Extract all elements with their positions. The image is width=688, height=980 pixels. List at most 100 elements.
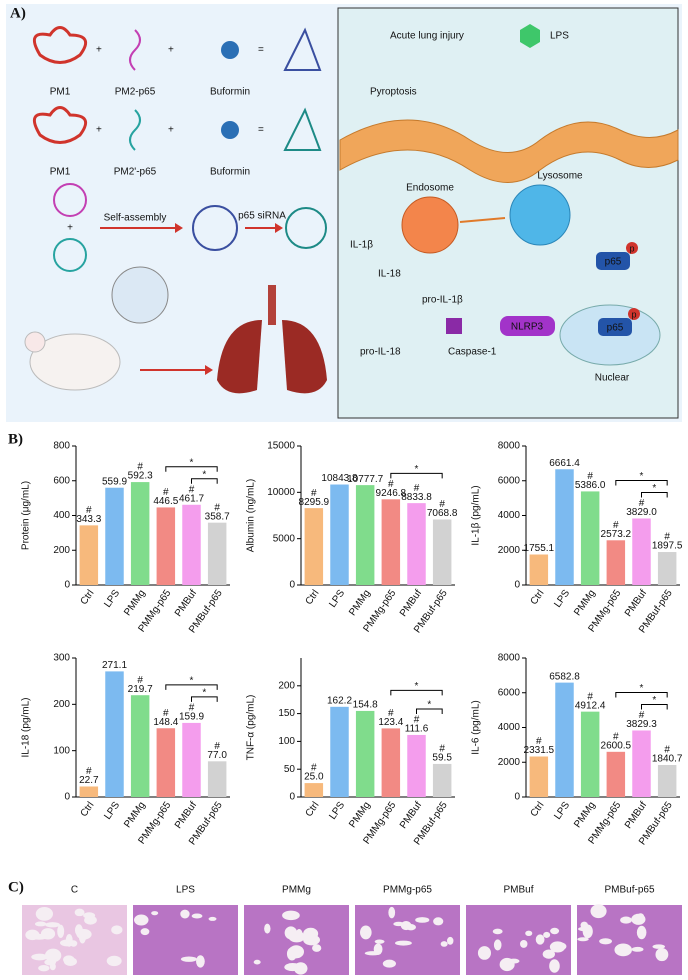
structure	[53, 238, 87, 272]
significance-star: *	[652, 695, 656, 706]
alveolus	[388, 906, 396, 919]
bar	[182, 722, 201, 797]
value-label: 4912.4	[575, 700, 606, 711]
label: p65 siRNA	[238, 211, 286, 222]
plus: +	[96, 45, 102, 56]
x-tick-label: LPS	[102, 588, 122, 610]
p-badge	[628, 308, 640, 320]
bar	[304, 508, 324, 585]
label: IL-1β	[350, 240, 373, 251]
significance-star: *	[427, 700, 431, 711]
alveolus	[433, 917, 444, 926]
alveolus	[180, 956, 198, 962]
significance-bracket	[165, 684, 218, 690]
alveolus	[405, 924, 416, 931]
bar	[330, 706, 349, 797]
bar	[529, 554, 549, 585]
significance-marker: #	[388, 708, 394, 719]
alveolus	[415, 917, 430, 923]
significance-star: *	[202, 688, 206, 699]
x-tick-label: Ctrl	[304, 800, 322, 819]
alveolus	[35, 907, 54, 921]
alveolus	[293, 962, 308, 975]
value-label: 3829.0	[626, 507, 657, 518]
x-tick-label: PMMg	[122, 800, 148, 830]
y-tick-label: 600	[53, 475, 70, 486]
alveolus	[78, 929, 87, 944]
label: p65	[605, 257, 622, 268]
alveolus	[393, 921, 404, 927]
bar	[657, 552, 677, 585]
label: Lysosome	[537, 171, 583, 182]
x-tick-label: PMBuf	[173, 588, 199, 619]
plus: +	[96, 125, 102, 136]
alveolus	[520, 939, 528, 948]
alveolus	[288, 931, 306, 943]
y-axis-label: Protein (μg/mL)	[21, 481, 32, 550]
x-tick-label: Ctrl	[529, 588, 547, 607]
bar	[606, 540, 626, 585]
value-label: 1840.7	[652, 754, 683, 765]
alveolus	[577, 937, 589, 942]
bar	[381, 499, 401, 585]
value-label: 3829.3	[626, 719, 657, 730]
plus: +	[168, 125, 174, 136]
p65-box	[598, 318, 632, 336]
y-tick-label: 5000	[273, 533, 296, 544]
value-label: 22.7	[79, 775, 99, 786]
x-tick-label: PMBuf	[398, 800, 424, 831]
y-tick-label: 0	[64, 580, 70, 591]
bar	[432, 763, 452, 797]
y-axis-label: Albumin (ng/mL)	[246, 479, 257, 552]
trachea	[268, 285, 276, 325]
bar	[529, 756, 549, 797]
value-label: 111.6	[405, 724, 429, 735]
bar	[130, 482, 150, 585]
pm2-icon	[129, 109, 141, 151]
x-tick-label: Ctrl	[529, 800, 547, 819]
alveolus	[134, 914, 149, 926]
alveolus	[208, 916, 217, 921]
alveolus	[312, 944, 322, 952]
endosome	[401, 196, 459, 254]
value-label: 1755.1	[524, 543, 555, 554]
y-tick-label: 6000	[498, 687, 521, 698]
alveolus	[652, 944, 665, 949]
y-tick-label: 300	[53, 653, 70, 664]
x-tick-label: PMBuf	[623, 800, 649, 831]
bar	[207, 522, 227, 585]
significance-star: *	[640, 683, 644, 694]
alveolus	[492, 928, 503, 935]
alveolus	[40, 928, 56, 940]
significance-marker: #	[388, 479, 394, 490]
x-tick-label: LPS	[102, 800, 122, 822]
value-label: 59.5	[432, 753, 452, 764]
value-label: 6661.4	[549, 458, 580, 469]
assembled-cage	[192, 205, 238, 251]
bar	[432, 519, 452, 585]
alveolus	[25, 929, 40, 941]
significance-marker: #	[189, 703, 195, 714]
alveolus	[549, 959, 560, 973]
value-label: 10843.8	[321, 473, 358, 484]
alveolus	[74, 908, 85, 917]
x-tick-label: PMMg	[572, 588, 598, 618]
arrow-head	[275, 223, 283, 233]
x-tick-label: PMBuf	[398, 588, 424, 619]
alveolus	[282, 910, 300, 921]
alveolus	[614, 943, 632, 957]
label: PM1	[50, 87, 71, 98]
y-tick-label: 0	[64, 792, 70, 803]
bar	[355, 710, 375, 797]
label: pro-IL-1β	[422, 295, 463, 306]
significance-marker: #	[163, 708, 169, 719]
y-tick-label: 8000	[498, 441, 521, 452]
label: PM2-p65	[115, 87, 156, 98]
significance-marker: #	[311, 488, 317, 499]
bar	[207, 761, 227, 797]
significance-bracket	[641, 491, 668, 498]
value-label: 5386.0	[575, 480, 606, 491]
significance-marker: #	[613, 520, 619, 531]
significance-marker: #	[86, 766, 92, 777]
